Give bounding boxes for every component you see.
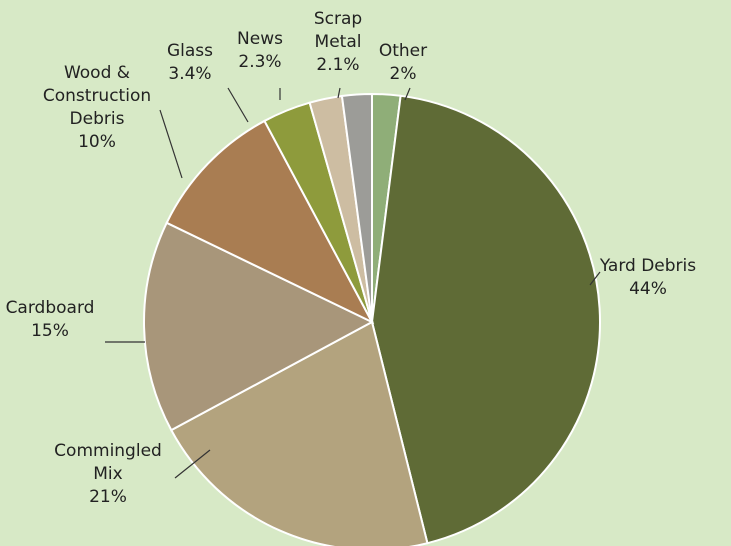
value-label: 2% xyxy=(368,63,438,86)
value-label: 44% xyxy=(583,278,713,301)
value-label: 2.1% xyxy=(308,54,368,77)
category-label: News xyxy=(230,28,290,51)
value-label: 3.4% xyxy=(155,63,225,86)
value-label: 21% xyxy=(53,486,163,509)
category-label: Cardboard xyxy=(0,297,100,320)
leader-line xyxy=(160,110,182,178)
category-label: Glass xyxy=(155,40,225,63)
category-label: Scrap Metal xyxy=(308,8,368,54)
category-label: Yard Debris xyxy=(583,255,713,278)
chart: Other2% Yard Debris44% Commingled Mix21% Ca… xyxy=(0,0,731,546)
leader-line xyxy=(228,88,248,122)
category-label: Wood & Construction Debris xyxy=(32,62,162,131)
category-label: Other xyxy=(368,40,438,63)
value-label: 15% xyxy=(0,320,100,343)
category-label: Commingled Mix xyxy=(53,440,163,486)
value-label: 10% xyxy=(32,131,162,154)
value-label: 2.3% xyxy=(230,51,290,74)
